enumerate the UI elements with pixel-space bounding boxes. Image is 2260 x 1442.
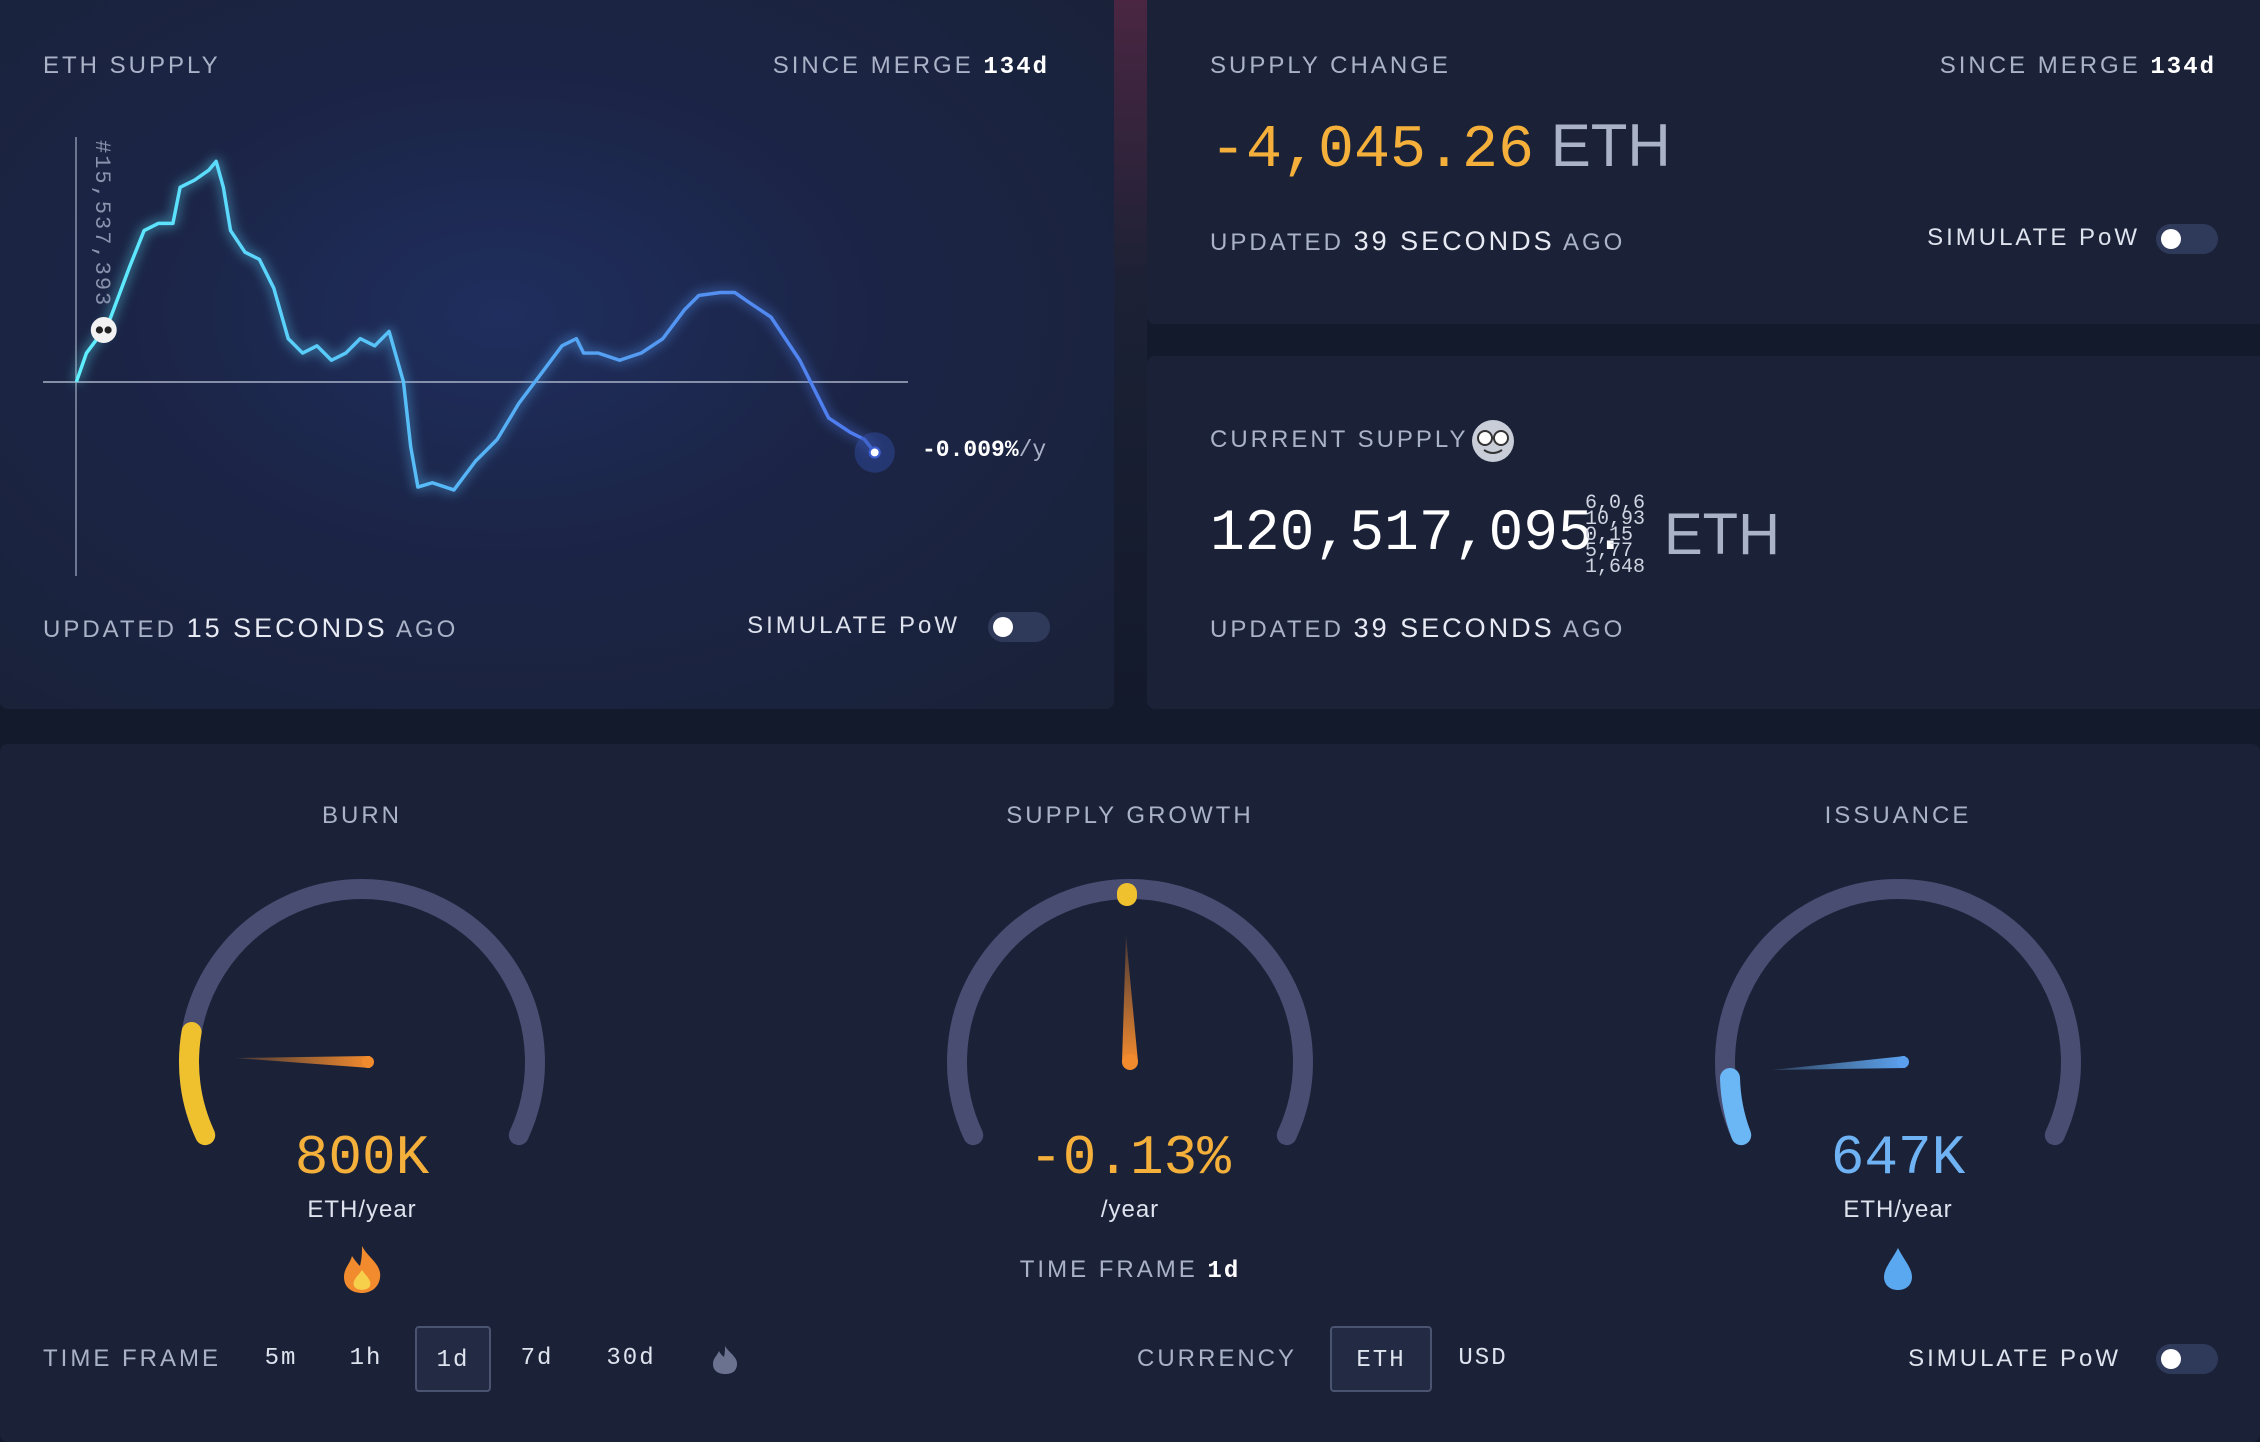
timeframe-button[interactable]: 5m <box>264 1345 298 1372</box>
panel-title: SUPPLY CHANGE <box>1210 52 1451 79</box>
gauges-panel: BURN 800K ETH/year SUPPLY GROWTH -0.13% … <box>0 744 2260 1442</box>
simulate-label: SIMULATE PoW <box>1908 1345 2121 1372</box>
supply-change-value: -4,045.26 ETH <box>1210 112 1671 185</box>
droplet-icon <box>1884 1248 1912 1290</box>
burn-gauge <box>178 879 545 1146</box>
gauge-title: BURN <box>321 802 402 829</box>
updated-value: 39 SECONDS <box>1353 226 1555 256</box>
updated-suffix: AGO <box>1562 616 1626 643</box>
rolling-digit: 6,0,6 <box>1585 492 1646 515</box>
updated: UPDATED 39 SECONDS AGO <box>1210 614 1625 644</box>
supply-value: 120,517,095. <box>1210 502 1628 567</box>
gauge-title: ISSUANCE <box>1824 802 1972 829</box>
timeframe-label: TIME FRAME <box>1019 1256 1198 1283</box>
since-value: 134d <box>983 54 1049 81</box>
rolling-digit: 0,15 <box>1585 524 1634 547</box>
gauge-unit: ETH/year <box>307 1196 417 1223</box>
simulate-label: SIMULATE PoW <box>1927 224 2140 251</box>
updated-suffix: AGO <box>395 616 459 643</box>
issuance-gauge <box>1715 879 2081 1146</box>
timeframe-value: 1d <box>1207 1258 1241 1285</box>
rolling-digit: 10,93 <box>1585 508 1646 531</box>
eth-supply-panel: ETH SUPPLY SINCE MERGE 134d #15,537,393 … <box>0 0 1114 709</box>
simulate-toggle[interactable] <box>2156 1344 2218 1374</box>
merge-marker-eye <box>104 326 112 334</box>
change-unit: ETH <box>1550 112 1671 179</box>
updated: UPDATED 15 SECONDS AGO <box>43 614 458 644</box>
currency-button-selected[interactable]: ETH <box>1330 1326 1432 1392</box>
gauges <box>178 879 2081 1146</box>
updated-value: 15 SECONDS <box>186 613 388 643</box>
since-merge: SINCE MERGE 134d <box>773 52 1049 82</box>
rate-value: -0.009% <box>922 437 1019 463</box>
supply-rate: -0.009%/y <box>922 436 1046 464</box>
supply-growth-gauge <box>947 879 1313 1146</box>
nerd-emoji <box>1472 420 1514 462</box>
merge-timeframe-button[interactable] <box>710 1344 740 1376</box>
panel-title: ETH SUPPLY <box>43 52 221 79</box>
block-label: #15,537,393 <box>89 140 114 307</box>
gauge-value: 800K <box>294 1126 430 1190</box>
since-label: SINCE MERGE <box>1939 52 2141 79</box>
panel-title: CURRENT SUPPLY <box>1210 426 1469 453</box>
timeframe-button[interactable]: 7d <box>520 1345 554 1372</box>
gauge-unit: /year <box>1100 1196 1160 1223</box>
simulate-label: SIMULATE PoW <box>747 612 960 639</box>
supply-unit: ETH <box>1664 502 1780 567</box>
updated-prefix: UPDATED <box>43 616 177 643</box>
gauge-title: SUPPLY GROWTH <box>1006 802 1254 829</box>
updated-prefix: UPDATED <box>1210 229 1344 256</box>
timeframe-button[interactable]: 30d <box>606 1345 656 1372</box>
rolling-digit: 1,648 <box>1585 556 1646 579</box>
gauge-value: 647K <box>1830 1126 1966 1190</box>
updated-suffix: AGO <box>1562 229 1626 256</box>
current-supply-panel: CURRENT SUPPLY 120,517,095. 6,0,6 10,93 … <box>1147 356 2260 709</box>
currency-label: CURRENCY <box>1136 1345 1297 1372</box>
divider <box>1114 0 1147 709</box>
flame-icon <box>344 1246 381 1293</box>
timeframe-label: TIME FRAME <box>43 1345 221 1372</box>
updated-value: 39 SECONDS <box>1353 613 1555 643</box>
rate-unit: /y <box>1018 437 1047 463</box>
updated: UPDATED 39 SECONDS AGO <box>1210 227 1625 257</box>
current-point <box>868 446 881 459</box>
timeframe-button-selected[interactable]: 1d <box>415 1326 491 1392</box>
since-label: SINCE MERGE <box>772 52 974 79</box>
since-merge: SINCE MERGE 134d <box>1940 52 2216 82</box>
since-value: 134d <box>2150 54 2216 81</box>
rolling-digit: 5,77 <box>1585 540 1634 563</box>
gauge-unit: ETH/year <box>1843 1196 1953 1223</box>
updated-prefix: UPDATED <box>1210 616 1344 643</box>
simulate-toggle[interactable] <box>2156 224 2218 254</box>
rolling-digits: 6,0,6 10,93 0,15 5,77 1,648 <box>1585 492 1646 579</box>
timeframe-button[interactable]: 1h <box>349 1345 383 1372</box>
change-amount: -4,045.26 <box>1210 117 1535 185</box>
gauge-timeframe: TIME FRAME 1d <box>880 1256 1380 1286</box>
supply-line <box>74 159 877 492</box>
merge-marker <box>90 317 117 343</box>
gauge-value: -0.13% <box>1029 1126 1231 1190</box>
supply-change-panel: SUPPLY CHANGE SINCE MERGE 134d -4,045.26… <box>1147 0 2260 324</box>
supply-chart: #15,537,393 <box>43 137 908 576</box>
currency-button[interactable]: USD <box>1458 1345 1508 1372</box>
merge-marker-eye <box>95 326 104 334</box>
simulate-toggle[interactable] <box>988 612 1050 642</box>
